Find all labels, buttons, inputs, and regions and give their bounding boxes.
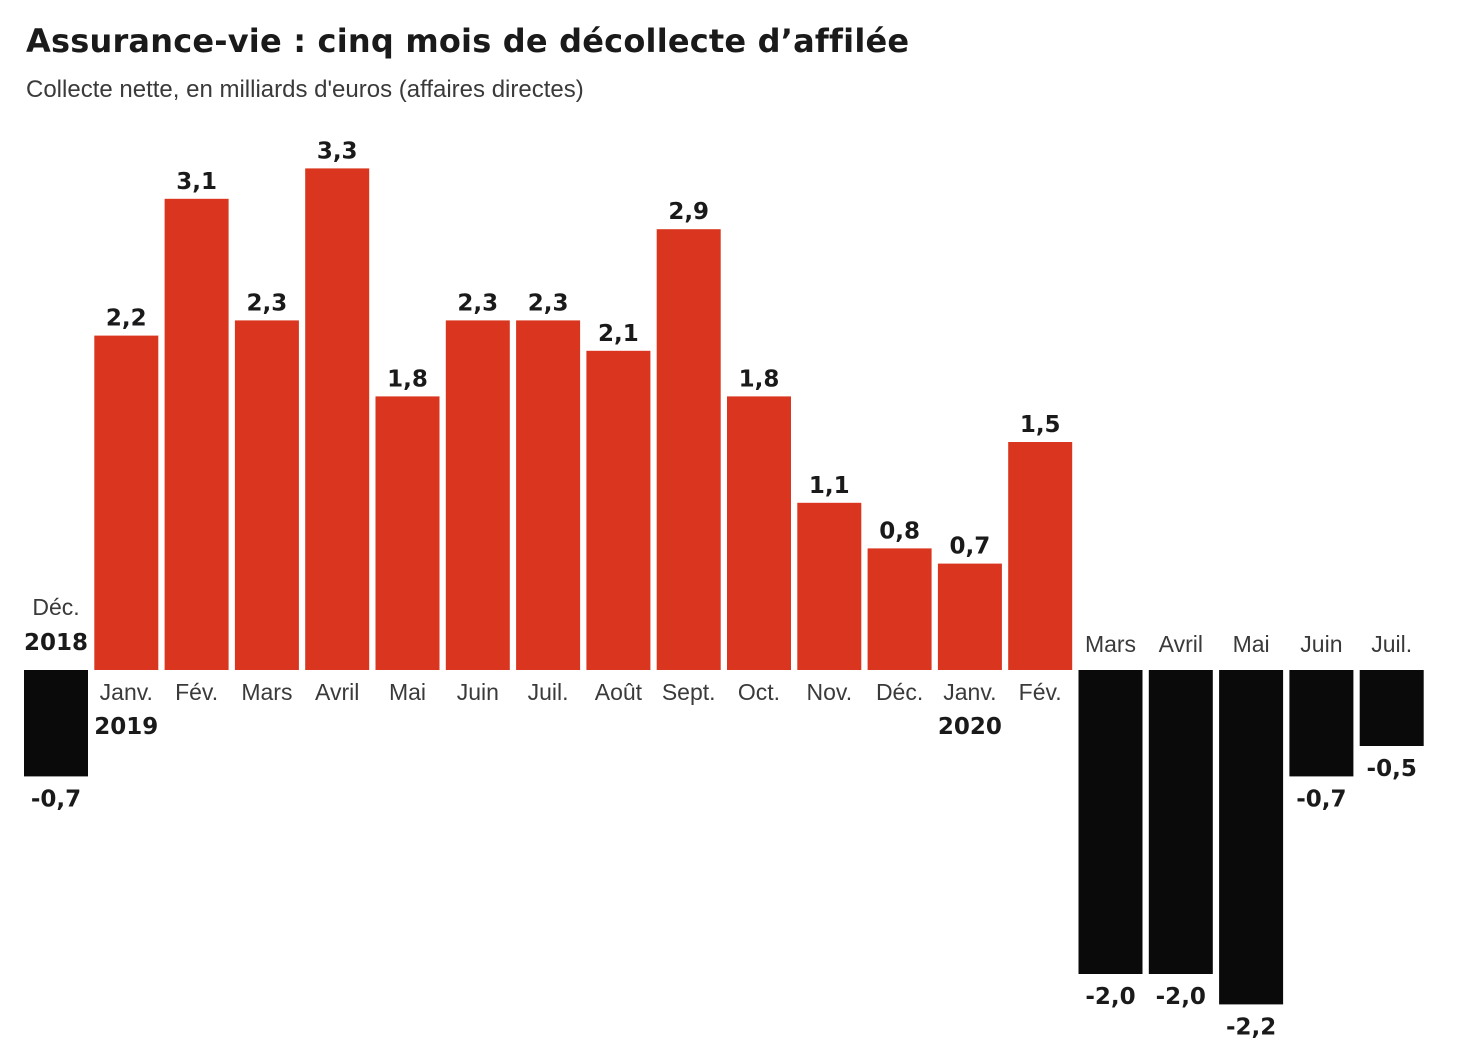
category-label: Juin [457,679,499,705]
category-label: Déc. [876,679,923,705]
bar [445,320,510,670]
category-label: Juil. [1371,631,1412,657]
category-label: Mars [241,679,292,705]
category-label: Janv. [943,679,996,705]
value-label: 1,1 [809,473,850,499]
value-label: -0,7 [31,786,81,812]
bar [1078,670,1143,974]
value-label: 0,8 [879,518,920,544]
value-label: -0,7 [1296,786,1346,812]
value-label: 1,8 [387,366,428,392]
value-label: 2,1 [598,321,639,347]
value-label: 2,9 [668,199,709,225]
bar [234,320,299,670]
bar [797,502,862,670]
category-label: Nov. [807,679,853,705]
value-label: 1,5 [1020,412,1061,438]
bar [867,548,932,670]
category-label: Fév. [1019,679,1062,705]
value-label: 2,2 [106,306,147,332]
bar [1008,442,1073,670]
bar [586,350,651,670]
value-label: 2,3 [528,290,569,316]
bar [727,396,791,670]
bar [1289,670,1354,777]
chart-subtitle: Collecte nette, en milliards d'euros (af… [26,76,584,103]
value-label: 3,3 [317,138,358,164]
bar [305,168,370,670]
category-label: Janv. [100,679,153,705]
chart-title: Assurance-vie : cinq mois de décollecte … [26,22,910,60]
year-label: 2018 [24,630,88,656]
category-label: Fév. [175,679,218,705]
category-label: Déc. [32,594,79,620]
bar [94,335,159,670]
value-label: -2,0 [1156,984,1206,1010]
category-label: Mars [1085,631,1136,657]
value-label: 3,1 [176,169,217,195]
bar [24,670,88,777]
bar [516,320,581,670]
bar [1219,670,1284,1005]
category-label: Sept. [662,679,716,705]
category-label: Mai [1233,631,1270,657]
category-label: Juin [1300,631,1342,657]
bar [1148,670,1213,974]
value-label: 2,3 [247,290,288,316]
bar [656,229,721,670]
bar [937,563,1002,670]
bar [375,396,440,670]
value-label: 1,8 [739,366,780,392]
category-label: Août [595,679,643,705]
category-label: Mai [389,679,426,705]
value-label: 2,3 [457,290,498,316]
category-label: Oct. [738,679,780,705]
bar [164,198,229,671]
value-label: -0,5 [1367,756,1417,782]
value-label: -2,2 [1226,1014,1276,1040]
value-label: -2,0 [1085,984,1135,1010]
category-label: Avril [315,679,359,705]
year-label: 2019 [94,714,158,740]
category-label: Juil. [528,679,569,705]
year-label: 2020 [938,714,1002,740]
category-label: Avril [1159,631,1203,657]
bar [1359,670,1424,746]
value-label: 0,7 [950,534,991,560]
